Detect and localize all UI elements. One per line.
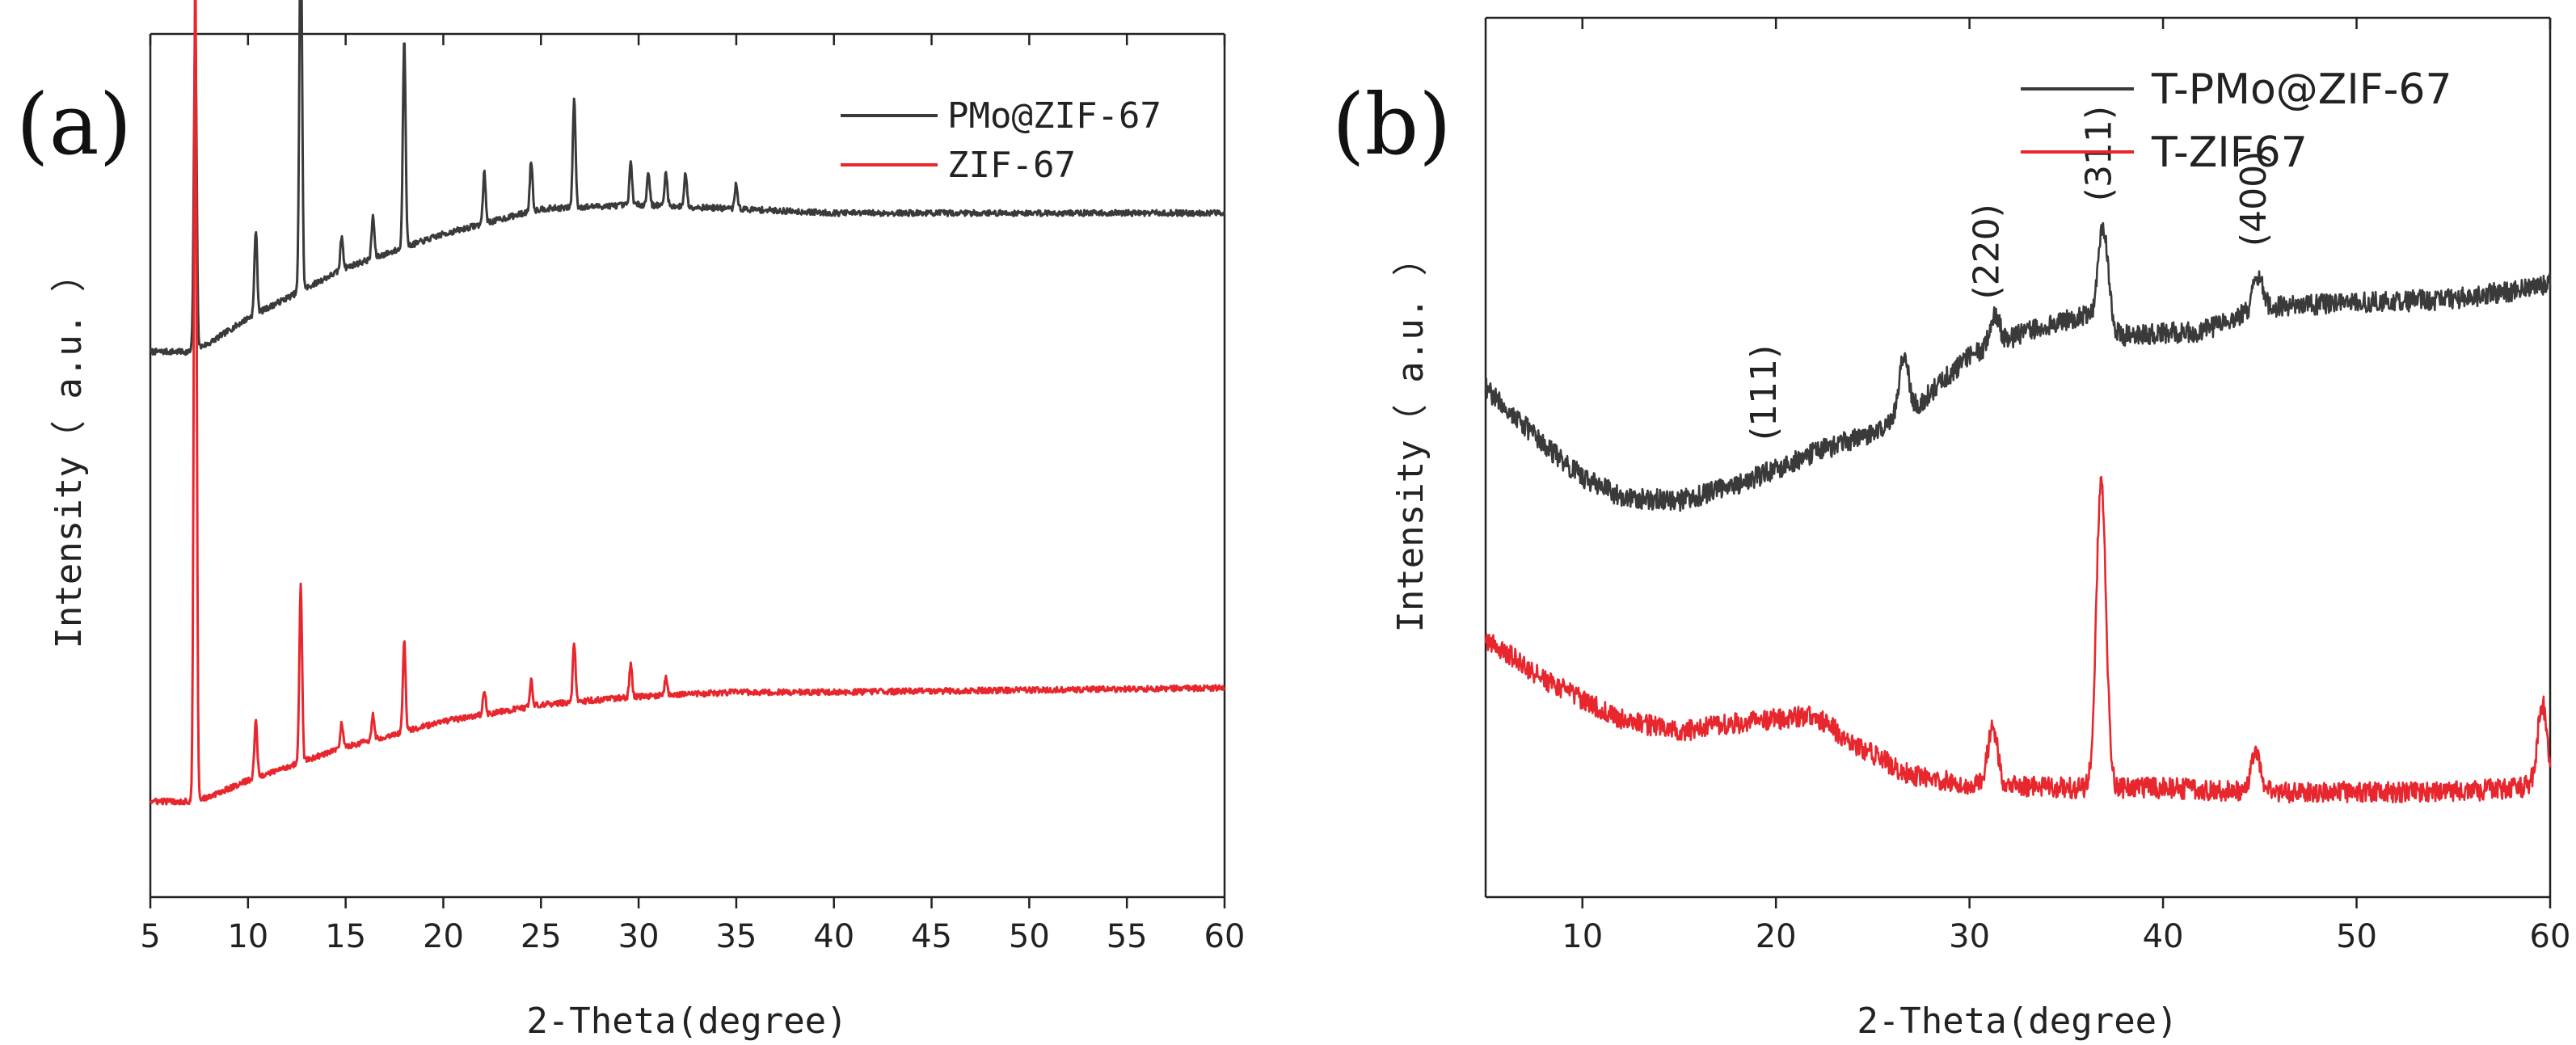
panel-a-y-axis-title: Intensity（ a.u. ） [48,256,90,648]
panel-a-legend: PMo@ZIF-67 ZIF-67 [841,95,1162,186]
panel-b-chart: (b) 10 20 30 40 50 60 (111) (220) (311) (400) T-… [1332,16,2570,1042]
panel-a-x-ticks: 5 10 15 20 25 30 35 40 45 50 55 60 [140,34,1245,955]
panel-b-x-axis-title: 2-Theta(degree) [1857,1001,2178,1042]
panel-a-x-tick-label-15: 15 [325,918,366,955]
panel-a-x-axis-title: 2-Theta(degree) [526,1001,847,1042]
panel-a-x-tick-label-40: 40 [813,918,854,955]
panel-a-x-tick-label-35: 35 [715,918,757,955]
panel-b-y-axis-title: Intensity（ a.u. ） [1390,240,1431,632]
panel-b-legend-label-tzif: T-ZIF67 [2151,129,2308,177]
panel-a-legend-label-zif: ZIF-67 [947,145,1076,186]
panel-b-label: (b) [1332,75,1452,174]
panel-b-peak-label-400: (400) [2233,151,2275,247]
panel-a-series-line-zif-67 [149,0,1225,806]
panel-b-x-tick-label-20: 20 [1756,918,1797,955]
panel-b-x-tick-label-10: 10 [1562,918,1603,955]
panel-b-legend-label-tpmo: T-PMo@ZIF-67 [2151,65,2452,114]
panel-b-peak-label-311: (311) [2078,106,2119,201]
panel-a-chart: (a) 5 10 15 20 25 30 35 40 45 50 55 60 PMo@ZIF-67 Z… [16,0,1245,1042]
panel-b-x-tick-label-40: 40 [2143,918,2184,955]
panel-a-x-tick-label-5: 5 [140,918,160,955]
panel-a-x-tick-label-20: 20 [423,918,464,955]
panel-b-x-ticks: 10 20 30 40 50 60 [1562,18,2570,955]
panel-a-x-tick-label-30: 30 [618,918,660,955]
panel-b-series-group [1484,221,2552,804]
panel-a-legend-label-pmo: PMo@ZIF-67 [947,95,1162,137]
panel-a-label: (a) [16,75,132,174]
panel-b-x-tick-label-60: 60 [2530,918,2571,955]
panel-b-series-line-t-zif67 [1484,475,2552,804]
panel-a-series-group [149,0,1226,806]
panel-a-x-tick-label-60: 60 [1204,918,1246,955]
panel-a-x-tick-label-25: 25 [521,918,562,955]
panel-a-series-line-pmo-zif-67 [149,0,1226,356]
panel-a-x-tick-label-55: 55 [1107,918,1148,955]
panel-b-peak-annotations: (111) (220) (311) (400) [1743,106,2275,440]
panel-b-x-tick-label-50: 50 [2336,918,2377,955]
panel-a-x-tick-label-50: 50 [1009,918,1050,955]
panel-a-x-tick-label-45: 45 [911,918,952,955]
panel-b-x-tick-label-30: 30 [1949,918,1990,955]
panel-b-peak-label-220: (220) [1967,204,2008,299]
panel-b-legend: T-PMo@ZIF-67 T-ZIF67 [2021,65,2452,177]
panel-a-x-tick-label-10: 10 [227,918,268,955]
panel-b-series-line-t-pmo-zif-67 [1484,221,2552,512]
panel-b-peak-label-111: (111) [1743,345,1785,440]
